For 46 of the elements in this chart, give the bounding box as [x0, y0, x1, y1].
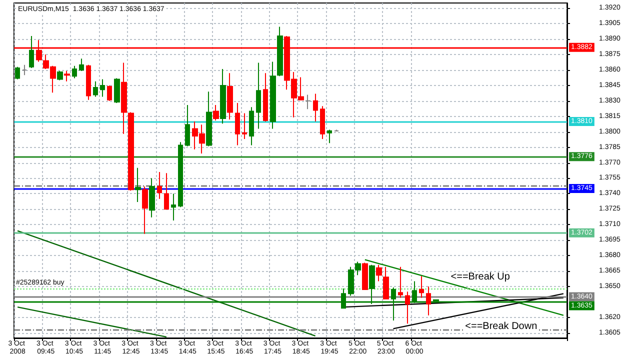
- candlestick: [57, 70, 63, 81]
- candlestick: [135, 167, 141, 202]
- candlestick: [398, 266, 403, 298]
- candlestick: [249, 106, 254, 146]
- candlestick: [263, 72, 268, 122]
- candlestick: [405, 291, 410, 324]
- candlestick: [206, 91, 212, 147]
- candlestick: [164, 172, 169, 210]
- candlestick: [383, 266, 389, 300]
- candlestick: [362, 262, 368, 290]
- candlestick: [107, 84, 112, 102]
- candlestick: [29, 35, 34, 68]
- candlestick: [121, 62, 127, 134]
- candlestick: [376, 264, 382, 282]
- candlestick: [242, 112, 247, 140]
- candlestick: [157, 172, 162, 200]
- candlestick: [220, 68, 226, 124]
- annotation: <==Break Down: [465, 321, 538, 332]
- candlestick: [142, 186, 148, 234]
- candlestick: [72, 65, 77, 79]
- candlestick: [64, 70, 70, 82]
- candlestick: [171, 193, 176, 221]
- candlestick: [235, 102, 240, 146]
- candlestick: [305, 94, 311, 110]
- candlestick: [426, 286, 431, 316]
- candlestick: [313, 93, 318, 122]
- candlestick: [227, 72, 233, 120]
- candlestick: [15, 66, 20, 80]
- candlestick: [327, 129, 332, 144]
- candlestick: [149, 178, 155, 218]
- candlestick: [100, 78, 105, 98]
- candlestick: [419, 276, 424, 298]
- candlestick: [256, 62, 261, 130]
- candlestick: [270, 61, 276, 130]
- candlestick: [320, 106, 325, 140]
- candlestick: [93, 80, 98, 98]
- annotation: <==Break Up: [450, 272, 510, 283]
- candlestick: [213, 104, 219, 122]
- candlestick: [114, 78, 120, 104]
- candlestick: [277, 26, 283, 77]
- candlestick: [79, 58, 84, 72]
- candlestick: [22, 64, 27, 76]
- candlestick: [128, 112, 134, 192]
- candlestick: [178, 142, 183, 208]
- candlestick: [185, 104, 190, 147]
- candlestick: [86, 64, 91, 100]
